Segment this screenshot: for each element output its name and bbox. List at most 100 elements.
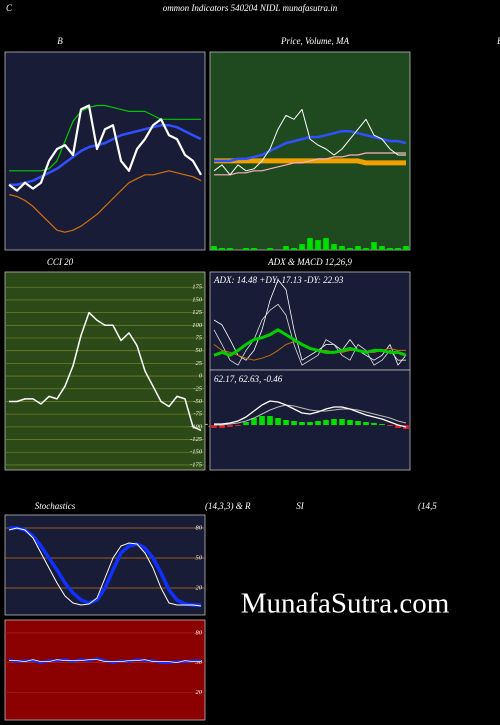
bar: [331, 419, 337, 425]
bar: [395, 425, 401, 428]
series-line: [214, 404, 407, 426]
series-line: [8, 104, 202, 192]
panel-title: Price, Volume, MA: [280, 36, 349, 46]
bar: [371, 242, 377, 250]
bar: [355, 421, 361, 425]
panel: [4, 619, 206, 721]
panel: [209, 271, 411, 371]
y-tick-label: 20: [196, 584, 203, 591]
header-letter: C: [6, 3, 13, 13]
bar: [307, 422, 313, 425]
bar: [323, 238, 329, 250]
series-line: [9, 526, 201, 607]
bar: [355, 246, 361, 250]
bar: [347, 248, 353, 250]
y-tick-label: -150: [190, 449, 203, 456]
bar: [243, 422, 249, 425]
panel: [4, 271, 206, 471]
panel: [209, 369, 411, 471]
bar: [315, 421, 321, 425]
bar: [291, 248, 297, 250]
bar: [331, 244, 337, 250]
series-line: [213, 279, 407, 366]
bar: [323, 420, 329, 425]
bar: [219, 425, 225, 428]
bar: [299, 244, 305, 250]
bar: [251, 418, 257, 425]
series-line: [214, 400, 407, 428]
bar: [259, 416, 265, 425]
bar: [211, 425, 217, 428]
bar: [379, 424, 385, 425]
y-tick-label: 80: [196, 629, 203, 636]
y-tick-label: 75: [196, 334, 203, 341]
panel-title: SI: [296, 501, 305, 511]
series-line: [214, 129, 407, 163]
bar: [291, 421, 297, 425]
bar: [387, 248, 393, 250]
bar: [395, 248, 401, 250]
y-tick-label: -175: [190, 461, 203, 468]
bar: [267, 248, 273, 250]
bar: [235, 425, 241, 426]
y-tick-label: 20: [196, 689, 203, 696]
bar: [227, 425, 233, 427]
y-tick-label: -125: [190, 436, 203, 443]
bar: [275, 418, 281, 425]
y-tick-label: 100: [192, 322, 203, 329]
panel-title: B: [57, 36, 63, 46]
series-line: [9, 659, 201, 663]
panel: [4, 51, 206, 251]
panel-subtitle: (14,5: [418, 501, 437, 511]
series-line: [213, 303, 406, 366]
bar: [339, 419, 345, 425]
y-tick-label: -25: [193, 385, 202, 392]
series-line: [213, 328, 407, 357]
bar: [371, 423, 377, 425]
bar: [283, 420, 289, 425]
edge-label: B: [497, 36, 500, 46]
y-tick-label: 25: [196, 360, 203, 367]
header-title: ommon Indicators 540204 NIDL munafasutra…: [163, 3, 338, 13]
y-tick-label: 150: [192, 296, 203, 303]
series-line: [8, 170, 202, 233]
bar: [347, 420, 353, 425]
series-line: [214, 152, 406, 176]
bar: [315, 240, 321, 250]
panel-title: ADX & MACD 12,26,9: [267, 257, 352, 267]
bar: [387, 425, 393, 426]
series-line: [8, 657, 201, 664]
series-line: [213, 108, 406, 176]
panel: [209, 51, 411, 251]
bar: [283, 246, 289, 250]
y-tick-label: 0: [199, 373, 203, 380]
y-tick-label: 80: [196, 524, 203, 531]
panel-title: Stochastics: [35, 501, 76, 511]
bar: [211, 246, 217, 250]
bar: [299, 422, 305, 425]
series-line: [9, 104, 201, 172]
y-tick-label: 50: [196, 554, 203, 561]
series-line: [8, 527, 202, 607]
bar: [307, 238, 313, 250]
y-tick-label: 50: [196, 659, 203, 666]
bar: [219, 248, 225, 250]
y-tick-label: -75: [193, 411, 202, 418]
bar: [363, 422, 369, 425]
y-tick-label: -100: [190, 423, 203, 430]
bar: [339, 246, 345, 250]
bar: [251, 248, 257, 250]
bar: [243, 248, 249, 250]
panel: [4, 514, 206, 616]
bar: [403, 246, 409, 250]
y-tick-label: -50: [193, 398, 202, 405]
y-tick-label: 125: [192, 309, 203, 316]
panel-title: CCI 20: [47, 257, 74, 267]
y-tick-label: 175: [192, 284, 203, 291]
watermark: MunafaSutra.com: [241, 588, 450, 620]
bar: [267, 416, 273, 425]
bar: [363, 248, 369, 250]
bar: [227, 248, 233, 250]
panel-subtitle: (14,3,3) & R: [205, 501, 251, 511]
y-tick-label: 50: [196, 347, 203, 354]
